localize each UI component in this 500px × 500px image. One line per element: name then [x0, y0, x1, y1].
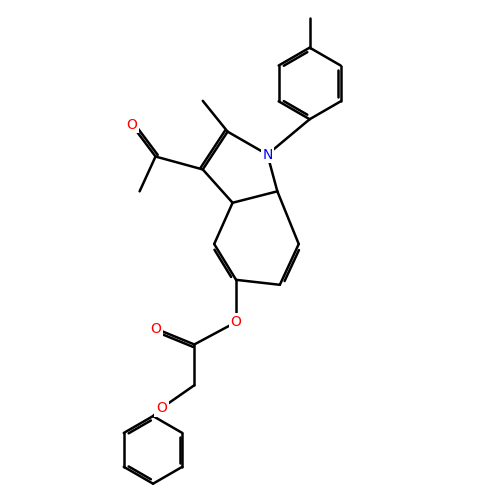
- Text: N: N: [262, 148, 272, 162]
- Text: O: O: [156, 401, 167, 415]
- Text: O: O: [126, 118, 137, 132]
- Text: O: O: [230, 315, 241, 329]
- Text: O: O: [150, 322, 161, 336]
